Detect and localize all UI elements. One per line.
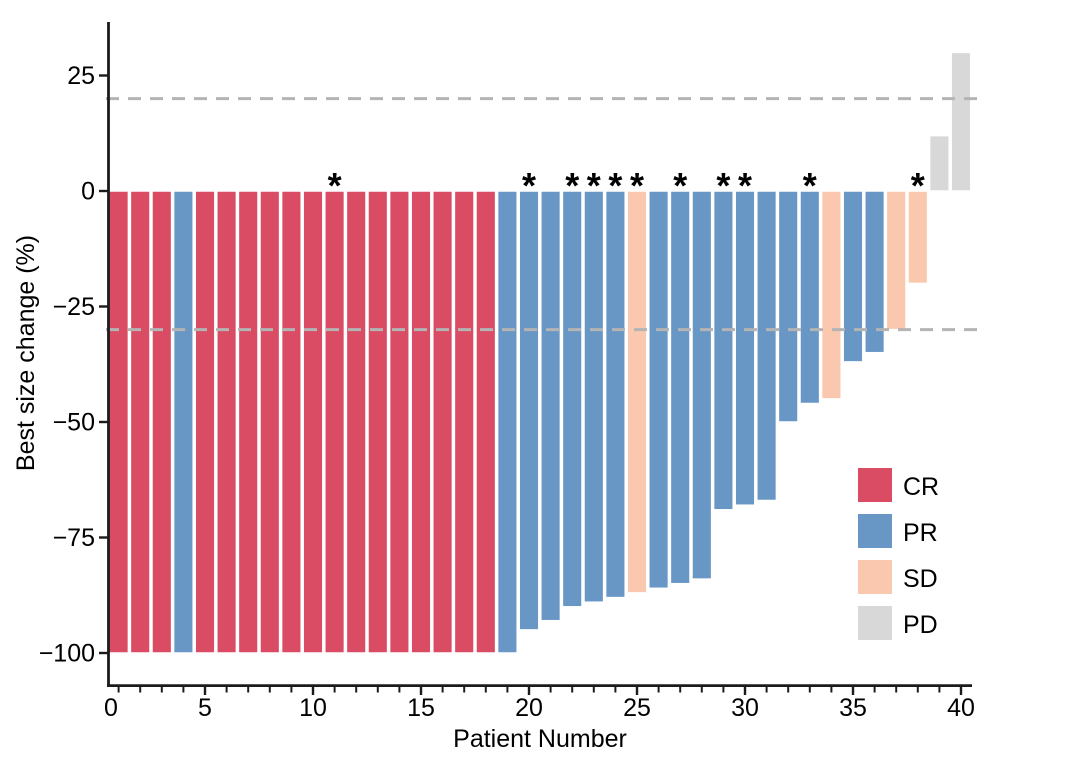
x-tick-label-25: 25 [623, 694, 651, 722]
asterisk-patient-30: * [738, 165, 752, 206]
bar-patient-24 [604, 190, 626, 599]
bar-patient-7 [237, 190, 259, 654]
bar-patient-4 [172, 190, 194, 654]
bar-patient-27 [669, 190, 691, 585]
y-tick-label--75: −75 [53, 524, 95, 552]
bar-patient-30 [734, 190, 756, 506]
x-axis-title: Patient Number [453, 725, 627, 753]
bar-patient-10 [302, 190, 324, 654]
bar-patient-23 [583, 190, 605, 603]
asterisk-patient-22: * [565, 165, 579, 206]
bar-patient-6 [216, 190, 238, 654]
bar-patient-34 [820, 190, 842, 400]
y-axis-title: Best size change (%) [12, 235, 40, 471]
legend-swatch-pd [858, 606, 892, 640]
bar-patient-5 [194, 190, 216, 654]
legend-label-pd: PD [903, 611, 938, 639]
bar-patient-29 [712, 190, 734, 511]
bar-patient-12 [345, 190, 367, 654]
bar-patient-1 [108, 190, 130, 654]
bar-patient-22 [561, 190, 583, 608]
bar-patient-38 [907, 190, 929, 285]
bar-patient-17 [453, 190, 475, 654]
x-tick-label-5: 5 [198, 694, 212, 722]
legend-label-pr: PR [903, 519, 938, 547]
asterisk-patient-33: * [803, 165, 817, 206]
bar-patient-21 [540, 190, 562, 622]
asterisk-patient-29: * [716, 165, 730, 206]
bar-patient-19 [496, 190, 518, 654]
legend-swatch-pr [858, 514, 892, 548]
legend-swatch-cr [858, 468, 892, 502]
y-axis-ticks-group: 25 0 −25 −50 −75 −100 [39, 62, 108, 668]
bars-group [108, 51, 972, 654]
bar-patient-40 [950, 51, 972, 192]
bar-patient-9 [280, 190, 302, 654]
asterisk-patient-11: * [328, 165, 342, 206]
bar-patient-20 [518, 190, 540, 631]
x-tick-label-0: 0 [104, 694, 118, 722]
asterisk-patient-23: * [587, 165, 601, 206]
bar-patient-32 [777, 190, 799, 423]
bar-patient-39 [928, 134, 950, 192]
y-tick-label-0: 0 [81, 178, 95, 206]
asterisk-patient-20: * [522, 165, 536, 206]
bar-patient-14 [388, 190, 410, 654]
x-tick-label-15: 15 [407, 694, 435, 722]
bar-patient-28 [691, 190, 713, 580]
x-tick-label-35: 35 [839, 694, 867, 722]
y-tick-label--100: −100 [39, 640, 95, 668]
bar-patient-8 [259, 190, 281, 654]
x-tick-label-30: 30 [731, 694, 759, 722]
asterisk-patient-25: * [630, 165, 644, 206]
bar-patient-11 [324, 190, 346, 654]
bar-patient-31 [756, 190, 778, 502]
reference-lines-group [106, 97, 982, 332]
bar-patient-36 [864, 190, 886, 354]
bar-patient-37 [885, 190, 907, 331]
bar-patient-3 [151, 190, 173, 654]
bar-patient-15 [410, 190, 432, 654]
bar-patient-13 [367, 190, 389, 654]
y-tick-label--50: −50 [53, 409, 95, 437]
x-tick-label-20: 20 [515, 694, 543, 722]
y-tick-label-25: 25 [67, 62, 95, 90]
x-axis-ticks-group: 0 5 10 15 20 25 30 35 40 [104, 685, 975, 722]
bar-patient-16 [432, 190, 454, 654]
asterisk-patient-27: * [673, 165, 687, 206]
y-tick-label--25: −25 [53, 293, 95, 321]
legend-label-sd: SD [903, 565, 938, 593]
bar-patient-35 [842, 190, 864, 363]
bar-patient-33 [799, 190, 821, 405]
legend-swatch-sd [858, 560, 892, 594]
asterisk-markers-group: * * * * * * * * * * * [328, 165, 925, 206]
legend-group: CR PR SD PD [858, 468, 939, 640]
asterisk-patient-24: * [608, 165, 622, 206]
bar-patient-2 [129, 190, 151, 654]
bar-patient-18 [475, 190, 497, 654]
legend-label-cr: CR [903, 473, 939, 501]
bar-patient-26 [648, 190, 670, 590]
asterisk-patient-38: * [911, 165, 925, 206]
x-tick-label-10: 10 [299, 694, 327, 722]
bar-patient-25 [626, 190, 648, 594]
x-tick-label-40: 40 [947, 694, 975, 722]
